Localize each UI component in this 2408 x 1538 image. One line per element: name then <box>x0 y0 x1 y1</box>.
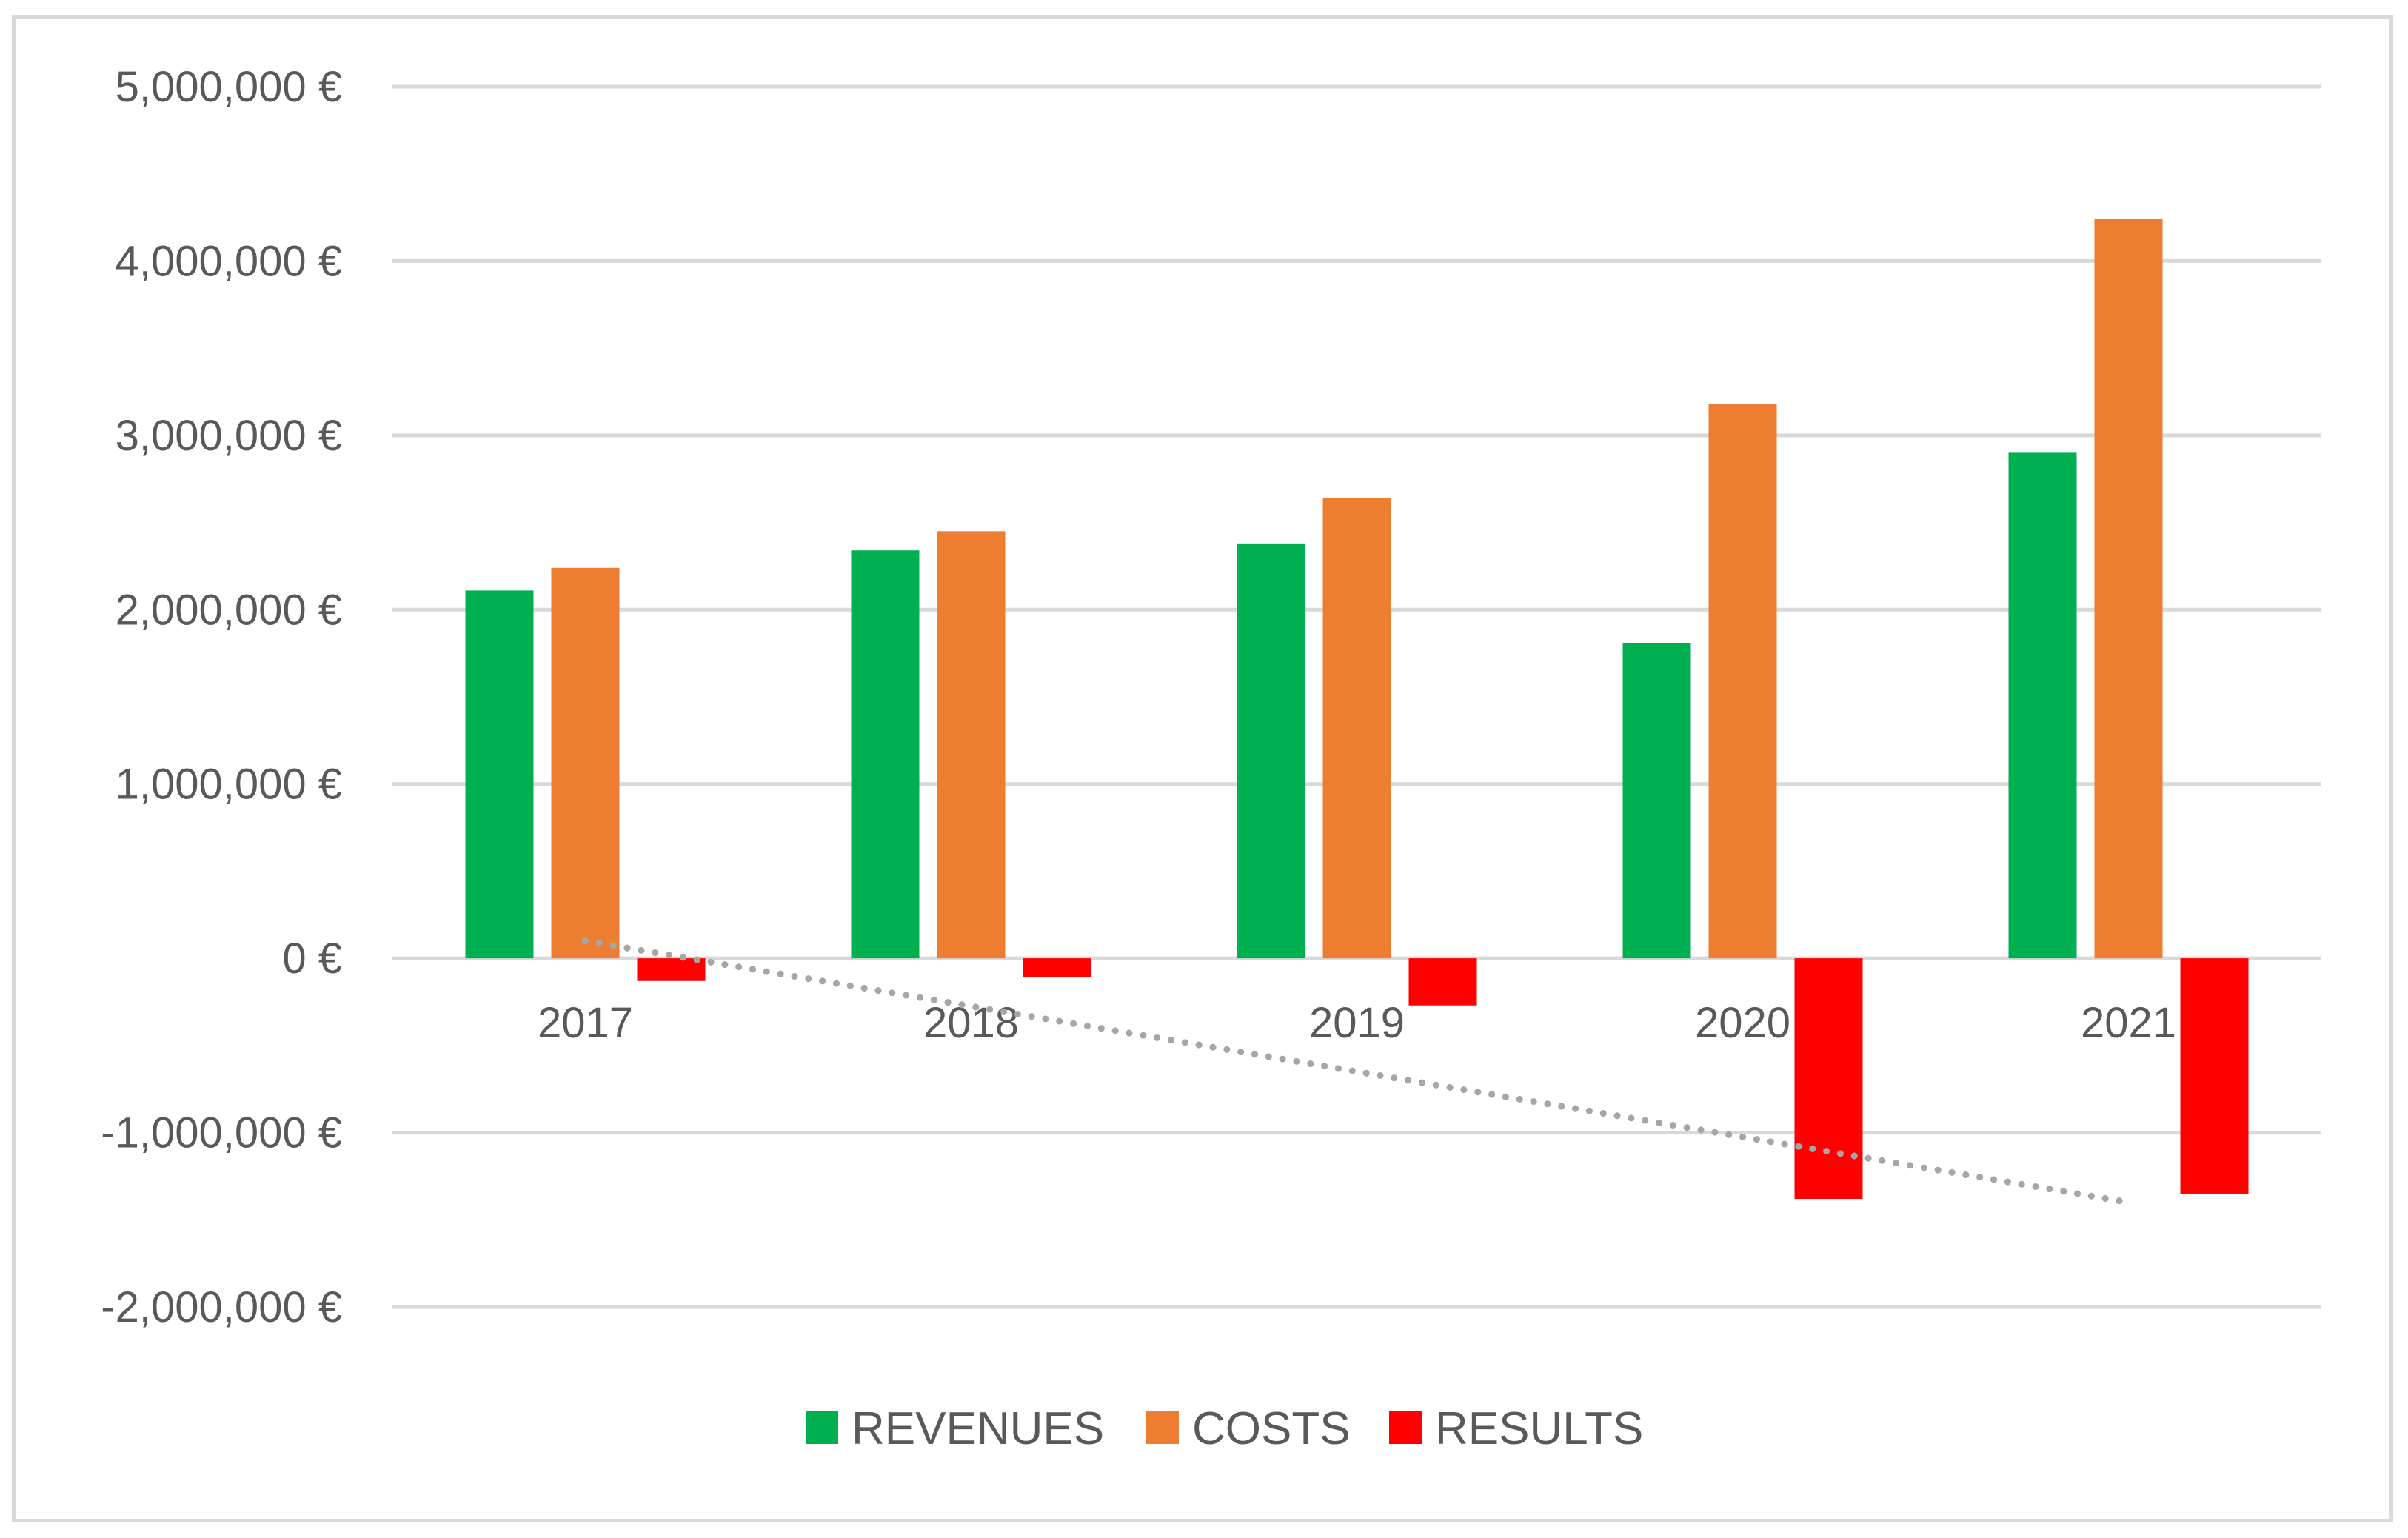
legend-label-results: RESULTS <box>1435 1403 1643 1454</box>
x-tick-label: 2021 <box>2081 999 2176 1047</box>
legend-label-costs: COSTS <box>1192 1403 1351 1454</box>
legend: REVENUES COSTS RESULTS <box>806 1403 1643 1454</box>
x-tick-label: 2019 <box>1309 999 1405 1047</box>
bar-revenues-2020 <box>1622 643 1691 959</box>
x-tick-label: 2020 <box>1695 999 1790 1047</box>
legend-label-revenues: REVENUES <box>852 1403 1104 1454</box>
y-tick-label: 2,000,000 € <box>116 586 342 634</box>
y-tick-label: 1,000,000 € <box>116 760 342 809</box>
bar-revenues-2017 <box>465 590 534 959</box>
trendline-layer <box>582 937 2132 1206</box>
bar-results-2018 <box>1023 958 1091 978</box>
chart-frame <box>12 15 2393 1522</box>
y-axis-ticks: 5,000,000 € 4,000,000 € 3,000,000 € 2,000,0… <box>101 63 342 1331</box>
bar-costs-2018 <box>937 531 1006 959</box>
y-tick-label: -1,000,000 € <box>101 1109 342 1157</box>
bar-costs-2020 <box>1708 404 1777 959</box>
y-tick-label: -2,000,000 € <box>101 1283 342 1331</box>
y-tick-label: 3,000,000 € <box>116 412 342 460</box>
bar-results-2017 <box>637 958 706 981</box>
bar-results-2020 <box>1794 958 1863 1200</box>
x-axis-ticks: 2017 2018 2019 2020 2021 <box>538 999 2176 1047</box>
bar-revenues-2018 <box>851 550 920 959</box>
bar-results-2019 <box>1408 958 1477 1006</box>
results-trendline <box>582 937 2132 1206</box>
bar-costs-2021 <box>2094 218 2163 959</box>
bar-revenues-2019 <box>1237 543 1305 959</box>
bars <box>465 218 2249 1200</box>
legend-swatch-costs <box>1146 1411 1179 1444</box>
y-tick-label: 5,000,000 € <box>116 63 342 111</box>
bar-costs-2019 <box>1322 498 1391 959</box>
legend-swatch-revenues <box>806 1411 838 1444</box>
legend-swatch-results <box>1389 1411 1422 1444</box>
y-tick-label: 4,000,000 € <box>116 237 342 285</box>
bar-revenues-2021 <box>2008 452 2077 959</box>
x-tick-label: 2018 <box>923 999 1019 1047</box>
x-tick-label: 2017 <box>538 999 633 1047</box>
bar-costs-2017 <box>551 567 620 959</box>
y-tick-label: 0 € <box>282 934 342 983</box>
bar-results-2021 <box>2180 958 2249 1194</box>
